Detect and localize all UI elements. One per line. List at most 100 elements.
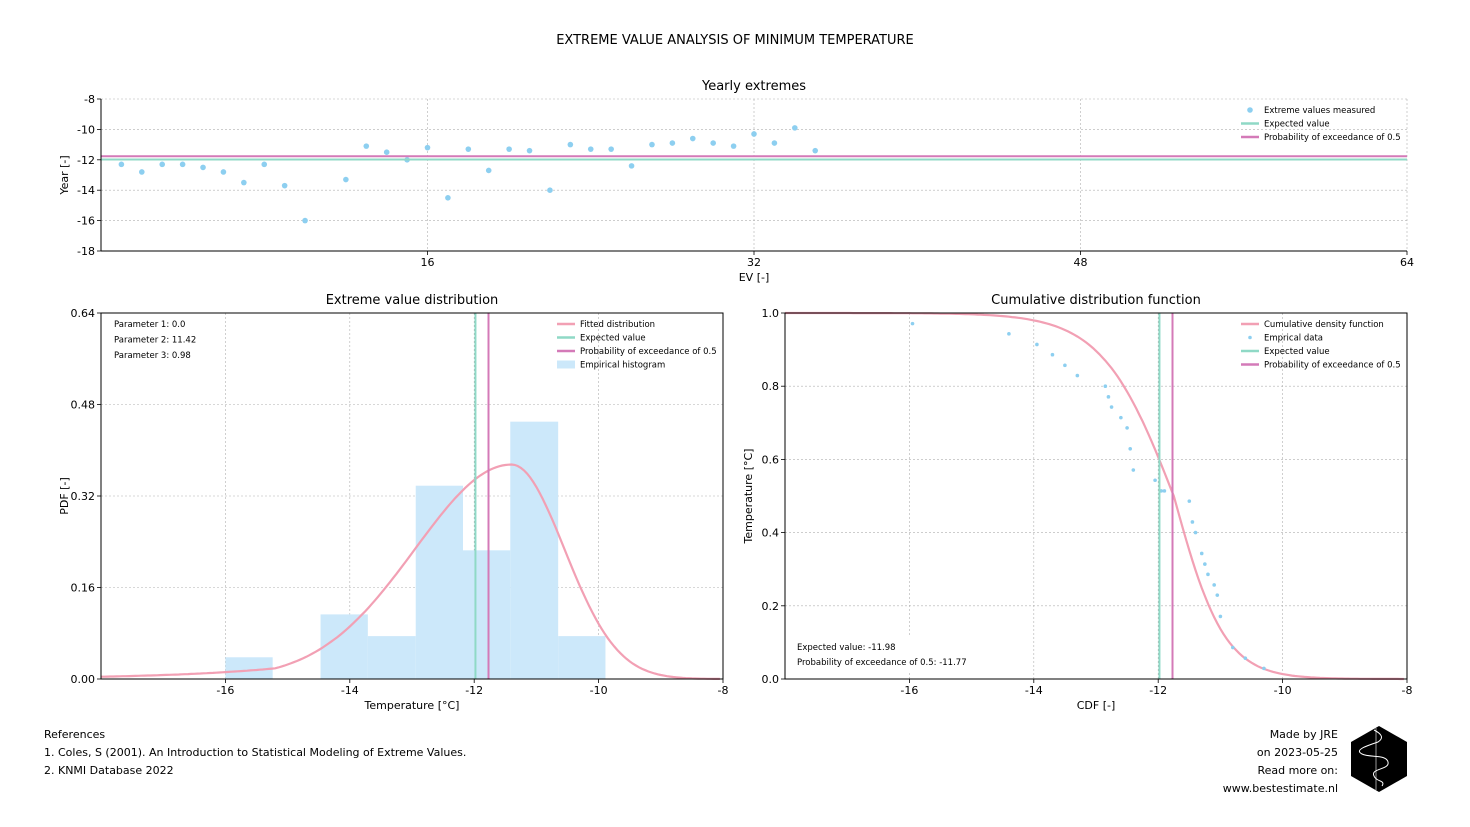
empirical-point	[910, 321, 915, 326]
empirical-point	[1199, 551, 1204, 556]
empirical-point	[1262, 666, 1266, 671]
empirical-point	[1190, 520, 1195, 524]
data-point	[506, 146, 512, 152]
histogram-bar	[463, 550, 511, 679]
cumulative-distribution-chart: -16 -14 -12 -10 -8 0.0 0.2 0.4 0.6 0.8 1.0 Cumulati…	[742, 293, 1412, 712]
empirical-point	[1125, 426, 1129, 430]
parameter-annotation: Parameter 3: 0.98	[114, 351, 191, 361]
histogram-bar	[415, 485, 464, 679]
x-tick-label: -14	[341, 684, 359, 697]
data-point	[343, 176, 349, 183]
empirical-point	[1075, 373, 1080, 378]
empirical-point	[1153, 478, 1157, 483]
data-point	[567, 141, 574, 148]
x-tick-label: -16	[216, 684, 234, 697]
plot-border	[784, 312, 1408, 680]
references-heading: References	[44, 728, 106, 741]
empirical-point	[1063, 363, 1067, 368]
empirical-point	[1206, 572, 1210, 577]
data-point	[587, 146, 594, 152]
data-point	[302, 217, 308, 224]
credits: Made by JRE on 2023-05-25 Read more on: …	[1223, 726, 1338, 798]
data-point	[363, 143, 370, 149]
legend-marker	[1248, 335, 1252, 340]
parameter-annotation: Parameter 1: 0.0	[114, 320, 185, 330]
data-point	[465, 146, 472, 152]
chart-title: Extreme value distribution	[326, 293, 499, 308]
logo-icon	[1351, 726, 1407, 792]
x-tick-label: -14	[1025, 684, 1043, 697]
y-tick-label: 0.6	[762, 453, 780, 466]
data-point	[139, 169, 145, 175]
legend-marker	[1247, 107, 1253, 113]
y-tick-label: -16	[77, 215, 95, 228]
x-tick-label: -8	[1402, 684, 1413, 697]
empirical-point	[1007, 332, 1011, 336]
x-tick-label: 64	[1400, 256, 1414, 269]
histogram-bar	[510, 421, 559, 679]
y-axis-label: Temperature [°C]	[742, 449, 755, 545]
legend-entry: Empirical histogram	[580, 361, 665, 371]
chart-title: Cumulative distribution function	[991, 293, 1201, 308]
y-tick-label: -14	[77, 184, 95, 197]
y-tick-label: -12	[77, 154, 95, 167]
y-tick-label: 0.4	[762, 527, 780, 540]
fitted-distribution-line	[101, 463, 720, 680]
x-tick-label: -12	[465, 684, 483, 697]
empirical-point	[1231, 645, 1235, 650]
data-point	[771, 140, 778, 146]
data-point	[179, 161, 186, 168]
made-by: Made by JRE	[1269, 728, 1338, 741]
x-tick-label: 16	[421, 256, 435, 269]
website-link[interactable]: www.bestestimate.nl	[1222, 782, 1338, 795]
data-point	[628, 163, 635, 169]
legend-entry: Cumulative density function	[1264, 320, 1384, 330]
y-tick-label: 0.00	[71, 673, 96, 686]
empirical-point	[1035, 342, 1039, 347]
data-point	[200, 164, 206, 171]
data-point	[383, 149, 390, 155]
chart-title: Yearly extremes	[701, 79, 806, 94]
y-tick-label: -8	[84, 93, 95, 106]
y-tick-label: 1.0	[762, 307, 780, 320]
y-axis-label: Year [-]	[58, 155, 71, 195]
empirical-point	[1187, 499, 1192, 503]
empirical-point	[1243, 656, 1248, 660]
empirical-point	[1109, 405, 1114, 409]
x-tick-label: -10	[1274, 684, 1292, 697]
data-point	[445, 195, 451, 201]
histogram-bar	[225, 657, 273, 679]
data-point	[751, 131, 757, 137]
data-point	[608, 146, 614, 152]
empirical-point	[1162, 489, 1167, 493]
y-tick-label: 0.0	[762, 673, 780, 686]
data-point	[241, 179, 247, 186]
data-point	[669, 140, 676, 146]
x-tick-label: -10	[590, 684, 608, 697]
x-tick-label: 48	[1074, 256, 1088, 269]
data-point	[118, 161, 125, 168]
y-axis-label: PDF [-]	[58, 477, 71, 514]
y-tick-label: 0.16	[71, 582, 96, 595]
page-title: EXTREME VALUE ANALYSIS OF MINIMUM TEMPER…	[556, 33, 914, 48]
data-point	[261, 161, 268, 168]
annotation-box	[791, 635, 969, 673]
empirical-point	[1106, 395, 1111, 399]
result-annotation: Probability of exceedance of 0.5: -11.77	[797, 658, 967, 668]
legend-entry: Expected value	[1264, 120, 1330, 130]
x-tick-label: -16	[900, 684, 918, 697]
legend-entry: Probability of exceedance of 0.5	[1264, 361, 1401, 371]
data-point	[526, 147, 533, 154]
histogram-bar	[558, 636, 606, 679]
parameter-annotation: Parameter 2: 11.42	[114, 336, 196, 346]
x-tick-label: -8	[718, 684, 729, 697]
data-point	[485, 167, 492, 174]
x-axis-label: Temperature [°C]	[364, 699, 460, 712]
y-tick-label: 0.64	[71, 307, 96, 320]
data-point	[792, 125, 798, 131]
legend-entry: Fitted distribution	[580, 320, 655, 330]
y-tick-label: -10	[77, 123, 95, 136]
legend-patch	[557, 360, 575, 369]
legend-entry: Probability of exceedance of 0.5	[1264, 133, 1401, 143]
